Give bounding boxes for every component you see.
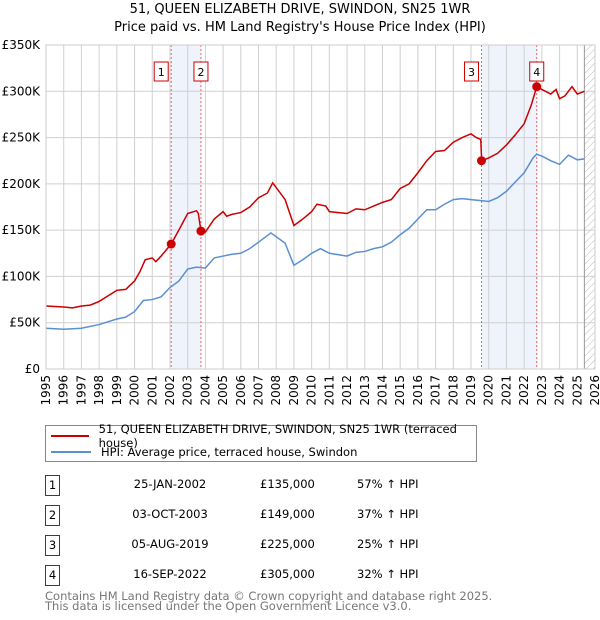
- chart-subtitle: Price paid vs. HM Land Registry's House …: [114, 20, 486, 35]
- x-tick-label: 2005: [216, 375, 230, 406]
- x-tick-label: 1996: [57, 375, 71, 406]
- plot-frame: [45, 44, 596, 370]
- footer-copyright: Contains HM Land Registry data © Crown c…: [45, 589, 493, 603]
- x-tick-label: 2018: [446, 375, 460, 406]
- sale-marker: [196, 226, 206, 236]
- price-paid-line: [45, 85, 585, 309]
- x-tick-label: 2021: [499, 375, 513, 406]
- y-tick-label: £250K: [2, 131, 42, 145]
- transaction-number: 3: [45, 535, 60, 556]
- legend-red-label: 51, QUEEN ELIZABETH DRIVE, SWINDON, SN25…: [98, 422, 457, 450]
- sale-label-box: [463, 61, 479, 82]
- x-tick-label: 2010: [305, 375, 319, 406]
- x-tick-label: 2008: [269, 375, 283, 406]
- transaction-number: 1: [45, 475, 60, 496]
- price-chart: 1995 1996 1997 1998 1999 2000 2001 2002 2003 2004…: [2, 38, 600, 406]
- transaction-date: 25-JAN-2002: [133, 477, 207, 491]
- transaction-hpi-change: 25% ↑ HPI: [357, 537, 419, 551]
- transaction-row: 2 03-OCT-2003 £149,000 37% ↑ HPI: [45, 505, 465, 526]
- legend-blue-line: [51, 451, 91, 453]
- y-tick-label: £0: [25, 362, 40, 376]
- x-tick-label: 2001: [145, 375, 159, 406]
- transaction-date: 05-AUG-2019: [131, 537, 209, 551]
- transaction-number: 2: [45, 505, 60, 526]
- x-tick-label: 2015: [393, 375, 407, 406]
- x-tick-label: 2019: [464, 375, 478, 406]
- transaction-hpi-change: 57% ↑ HPI: [357, 477, 419, 491]
- x-tick-label: 2012: [340, 375, 354, 406]
- x-tick-label: 1997: [74, 375, 88, 406]
- sale-label-box: [153, 61, 169, 82]
- forecast-hatch: [584, 45, 595, 369]
- transaction-date: 16-SEP-2022: [133, 567, 207, 581]
- transaction-price: £149,000: [260, 507, 315, 521]
- sale-label: 4: [533, 66, 540, 79]
- shade-sales-3-4: [481, 45, 537, 369]
- x-tick-label: 1998: [92, 375, 106, 406]
- x-tick-label: 1995: [39, 375, 53, 406]
- shade-sales-1-2: [171, 45, 201, 369]
- hpi-line: [45, 153, 585, 330]
- transaction-row: 1 25-JAN-2002 £135,000 57% ↑ HPI: [45, 475, 465, 496]
- x-tick-label: 2025: [570, 375, 584, 406]
- x-tick-label: 2014: [375, 375, 389, 406]
- y-tick-label: £300K: [2, 84, 42, 98]
- x-tick-label: 2024: [553, 375, 567, 406]
- legend-blue-label: HPI: Average price, terraced house, Swin…: [101, 445, 358, 459]
- x-tick-label: 2016: [411, 375, 425, 406]
- sale-marker: [532, 82, 542, 92]
- x-tick-label: 2000: [128, 375, 142, 406]
- y-tick-label: £100K: [2, 269, 42, 283]
- sale-marker: [476, 156, 486, 166]
- transaction-number: 4: [45, 565, 60, 586]
- x-tick-label: 1999: [110, 375, 124, 406]
- transaction-date: 03-OCT-2003: [132, 507, 208, 521]
- chart-title: 51, QUEEN ELIZABETH DRIVE, SWINDON, SN25…: [129, 2, 471, 17]
- x-tick-label: 2026: [588, 375, 600, 406]
- y-tick-label: £50K: [9, 316, 41, 330]
- x-tick-label: 2009: [287, 375, 301, 406]
- sale-label-box: [193, 61, 209, 82]
- sale-label: 1: [158, 66, 165, 79]
- sale-marker: [166, 239, 176, 249]
- transaction-hpi-change: 32% ↑ HPI: [357, 567, 419, 581]
- transaction-row: 4 16-SEP-2022 £305,000 32% ↑ HPI: [45, 565, 465, 586]
- x-tick-label: 2002: [163, 375, 177, 406]
- sale-label-box: [529, 61, 545, 82]
- x-tick-label: 2017: [429, 375, 443, 406]
- transaction-price: £305,000: [260, 567, 315, 581]
- x-tick-label: 2022: [517, 375, 531, 406]
- transaction-row: 3 05-AUG-2019 £225,000 25% ↑ HPI: [45, 535, 465, 556]
- x-tick-label: 2004: [198, 375, 212, 406]
- sale-label: 3: [468, 66, 475, 79]
- x-tick-label: 2003: [181, 375, 195, 406]
- transaction-hpi-change: 37% ↑ HPI: [357, 507, 419, 521]
- x-tick-label: 2013: [358, 375, 372, 406]
- y-tick-label: £150K: [2, 223, 42, 237]
- transaction-price: £135,000: [260, 477, 315, 491]
- x-tick-label: 2020: [482, 375, 496, 406]
- sale-label: 2: [197, 66, 204, 79]
- footer-licence: This data is licensed under the Open Gov…: [45, 599, 412, 613]
- x-tick-label: 2011: [322, 375, 336, 406]
- y-tick-label: £200K: [2, 177, 42, 191]
- x-tick-label: 2006: [234, 375, 248, 406]
- legend-red-line: [51, 435, 89, 437]
- x-tick-label: 2007: [252, 375, 266, 406]
- transaction-price: £225,000: [260, 537, 315, 551]
- x-tick-label: 2023: [535, 375, 549, 406]
- y-tick-label: £350K: [2, 38, 42, 52]
- legend: 51, QUEEN ELIZABETH DRIVE, SWINDON, SN25…: [45, 422, 477, 462]
